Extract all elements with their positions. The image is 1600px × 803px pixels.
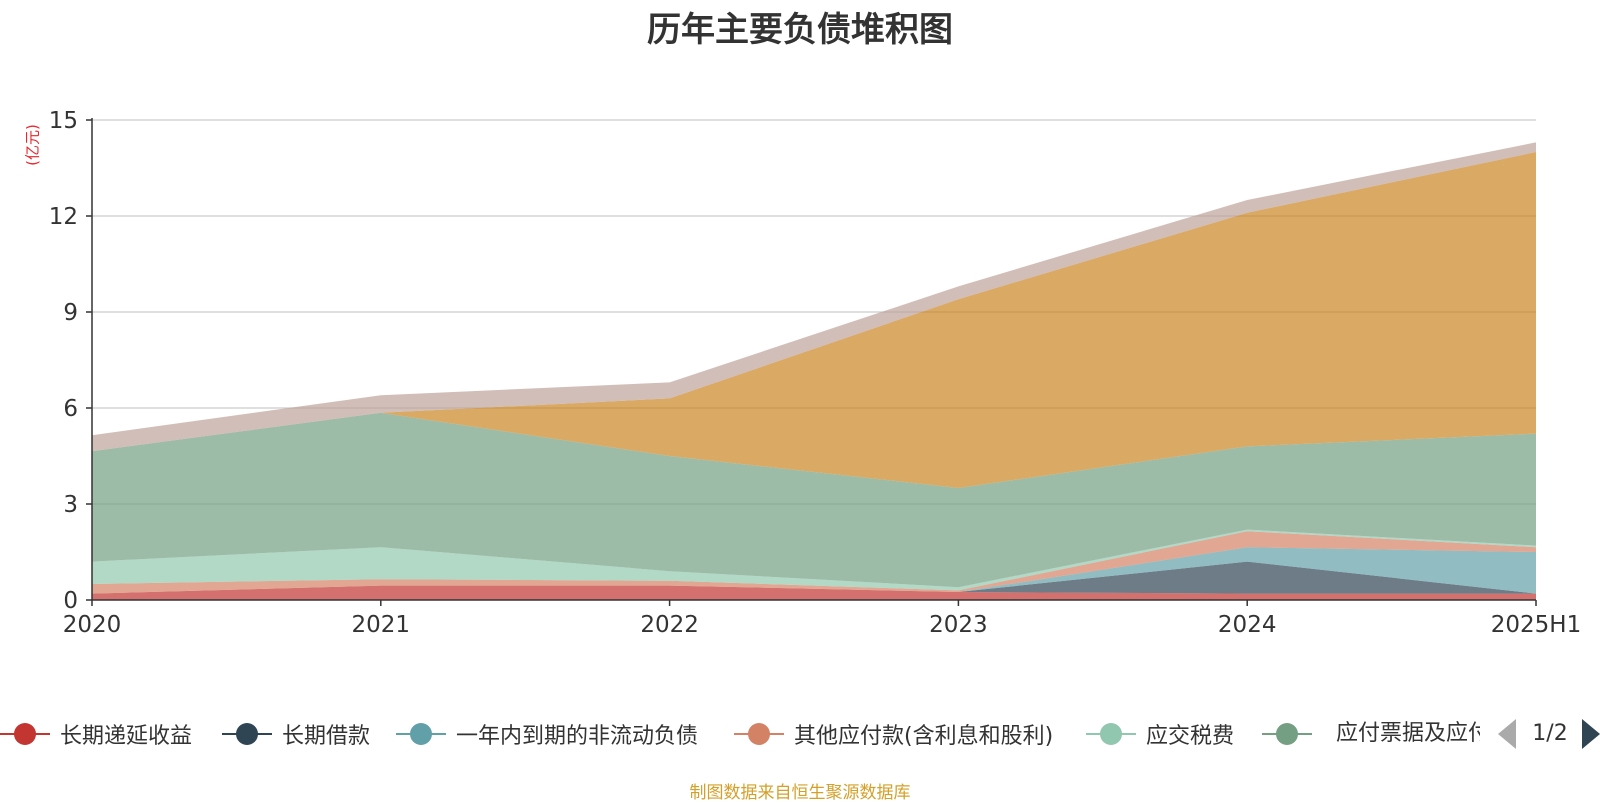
chart-title: 历年主要负债堆积图 xyxy=(647,10,953,50)
area-series-1 xyxy=(92,561,1536,594)
source-note: 制图数据来自恒生聚源数据库 xyxy=(689,783,911,803)
legend-page-indicator: 1/2 xyxy=(1532,721,1568,746)
legend-label: 长期借款 xyxy=(282,724,371,749)
x-tick-label: 2025H1 xyxy=(1491,612,1581,638)
legend-label: 应付票据及应付账款 xyxy=(1336,721,1480,746)
y-tick-label: 3 xyxy=(63,492,78,518)
legend-item-notes-and-accounts-payable[interactable] xyxy=(1262,718,1312,750)
x-tick-label: 2020 xyxy=(63,612,122,638)
legend-item-long-term-deferred-income[interactable]: 长期递延收益 xyxy=(0,718,192,750)
area-series-4 xyxy=(92,529,1536,591)
area-series-3 xyxy=(92,531,1536,594)
area-series-2 xyxy=(92,547,1536,594)
legend-label: 长期递延收益 xyxy=(60,724,193,749)
legend-marker-icon xyxy=(396,718,446,750)
legend-prev-page-icon[interactable] xyxy=(1498,719,1516,749)
legend-label: 其他应付款(含利息和股利) xyxy=(794,724,1054,749)
legend-marker-icon xyxy=(1262,718,1312,750)
area-series-7 xyxy=(92,142,1536,452)
x-tick-label: 2024 xyxy=(1218,612,1277,638)
y-axis-unit-label: (亿元) xyxy=(23,124,42,166)
legend-marker-icon xyxy=(222,718,272,750)
y-tick-label: 0 xyxy=(63,588,78,614)
y-tick-label: 15 xyxy=(49,108,78,134)
legend-marker-icon xyxy=(1086,718,1136,750)
legend: 长期递延收益 长期借款 一年内到期的非流动负债 其他应付款(含利息和股利) 应交… xyxy=(0,718,1600,750)
area-series-6 xyxy=(92,152,1536,488)
y-tick-label: 6 xyxy=(63,396,78,422)
legend-item-other-payables[interactable]: 其他应付款(含利息和股利) xyxy=(734,718,1053,750)
legend-label: 应交税费 xyxy=(1146,724,1235,749)
legend-marker-icon xyxy=(734,718,784,750)
x-tick-label: 2021 xyxy=(352,612,411,638)
x-tick-label: 2023 xyxy=(929,612,988,638)
area-series-5 xyxy=(92,412,1536,588)
y-tick-label: 9 xyxy=(63,300,78,326)
legend-next-page-icon[interactable] xyxy=(1582,719,1600,749)
legend-label-clip: 应付票据及应付账款 xyxy=(1336,718,1480,750)
legend-marker-icon xyxy=(0,718,50,750)
x-tick-label: 2022 xyxy=(640,612,699,638)
legend-label: 一年内到期的非流动负债 xyxy=(456,724,699,749)
area-series-0 xyxy=(92,585,1536,600)
y-tick-label: 12 xyxy=(49,204,78,230)
legend-item-taxes-payable[interactable]: 应交税费 xyxy=(1086,718,1234,750)
legend-item-current-portion-noncurrent-liabilities[interactable]: 一年内到期的非流动负债 xyxy=(396,718,698,750)
legend-item-long-term-borrowings[interactable]: 长期借款 xyxy=(222,718,370,750)
